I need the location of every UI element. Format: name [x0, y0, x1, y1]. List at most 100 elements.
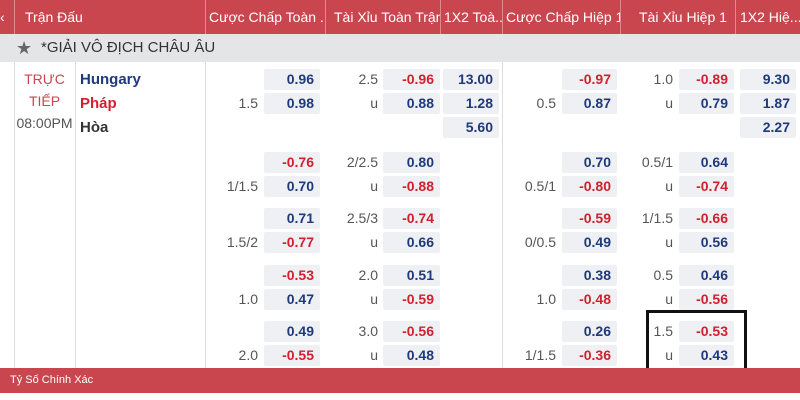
divider — [502, 62, 503, 368]
odds-button[interactable]: -0.88 — [383, 176, 440, 197]
line-label: 2/2.5 — [346, 154, 378, 170]
line-label: 1.5 — [238, 95, 258, 111]
divider — [205, 62, 206, 368]
odds-button[interactable]: -0.77 — [264, 232, 320, 253]
correct-score-title: Tỷ Số Chính Xác — [10, 374, 94, 386]
odds-button[interactable]: 0.49 — [562, 232, 617, 253]
odds-button[interactable]: 5.60 — [443, 117, 499, 138]
collapse-chevron-icon[interactable]: ‹ — [0, 9, 5, 25]
odds-button[interactable]: 0.48 — [383, 345, 440, 366]
odds-button[interactable]: -0.48 — [562, 289, 617, 310]
line-label: 0.5 — [536, 95, 556, 111]
line-label: 2.5/3 — [346, 210, 378, 226]
line-label: 1/1.5 — [641, 210, 673, 226]
line-label: u — [665, 347, 673, 363]
odds-button[interactable]: 0.70 — [264, 176, 320, 197]
odds-button[interactable]: 0.66 — [383, 232, 440, 253]
odds-button[interactable]: 0.70 — [562, 152, 617, 173]
odds-button[interactable]: 0.26 — [562, 321, 617, 342]
line-label: u — [665, 234, 673, 250]
line-label: 1.5 — [653, 323, 673, 339]
line-label: u — [370, 291, 378, 307]
odds-button[interactable]: -0.55 — [264, 345, 320, 366]
odds-button[interactable]: 1.87 — [740, 93, 796, 114]
odds-button[interactable]: 0.80 — [383, 152, 440, 173]
col-fulltime-overunder[interactable]: Tài Xỉu Toàn Trận — [325, 0, 440, 34]
odds-button[interactable]: 0.49 — [264, 321, 320, 342]
odds-button[interactable]: 0.46 — [679, 265, 734, 286]
odds-button[interactable]: 0.51 — [383, 265, 440, 286]
draw-label: Hòa — [80, 119, 109, 136]
line-label: 0.5 — [653, 267, 673, 283]
odds-button[interactable]: -0.36 — [562, 345, 617, 366]
col-h1-overunder[interactable]: Tài Xỉu Hiệp 1 — [620, 0, 735, 34]
line-label: 1/1.5 — [524, 347, 556, 363]
match-status: TRỰC TIẾP 08:00PM — [14, 68, 75, 134]
odds-button[interactable]: 0.87 — [562, 93, 617, 114]
odds-button[interactable]: 0.71 — [264, 208, 320, 229]
line-label: 0.5/1 — [641, 154, 673, 170]
odds-button[interactable]: -0.56 — [679, 289, 734, 310]
line-label: 1.0 — [536, 291, 556, 307]
odds-button[interactable]: -0.74 — [679, 176, 734, 197]
odds-button[interactable]: 0.79 — [679, 93, 734, 114]
col-match[interactable]: Trận Đấu — [14, 0, 205, 34]
match-time: 08:00PM — [16, 115, 73, 131]
odds-button[interactable]: -0.96 — [383, 69, 440, 90]
odds-button[interactable]: -0.76 — [264, 152, 320, 173]
odds-button[interactable]: 0.64 — [679, 152, 734, 173]
line-label: u — [370, 95, 378, 111]
home-team[interactable]: Hungary — [80, 71, 141, 88]
odds-button[interactable]: 2.27 — [740, 117, 796, 138]
odds-button[interactable]: -0.59 — [383, 289, 440, 310]
odds-button[interactable]: -0.66 — [679, 208, 734, 229]
line-label: u — [370, 347, 378, 363]
col-fulltime-1x2[interactable]: 1X2 Toà... — [440, 0, 502, 34]
odds-button[interactable]: -0.59 — [562, 208, 617, 229]
odds-button[interactable]: -0.80 — [562, 176, 617, 197]
line-label: 1.0 — [653, 71, 673, 87]
divider — [14, 62, 15, 368]
odds-button[interactable]: 0.88 — [383, 93, 440, 114]
line-label: 1.5/2 — [226, 234, 258, 250]
line-label: 2.0 — [358, 267, 378, 283]
odds-button[interactable]: 0.56 — [679, 232, 734, 253]
table-header: ‹ Trận Đấu Cược Chấp Toàn ... Tài Xỉu To… — [0, 0, 800, 34]
highlight-box — [646, 310, 747, 376]
odds-button[interactable]: 0.47 — [264, 289, 320, 310]
league-name: *GIẢI VÔ ĐỊCH CHÂU ÂU — [41, 39, 216, 56]
line-label: 0/0.5 — [524, 234, 556, 250]
line-label: u — [665, 291, 673, 307]
odds-button[interactable]: -0.53 — [264, 265, 320, 286]
league-row[interactable]: ★ *GIẢI VÔ ĐỊCH CHÂU ÂU — [0, 34, 800, 62]
line-label: u — [370, 234, 378, 250]
odds-button[interactable]: 13.00 — [443, 69, 499, 90]
col-fulltime-handicap[interactable]: Cược Chấp Toàn ... — [205, 0, 325, 34]
line-label: 1/1.5 — [226, 178, 258, 194]
teams: Hungary Pháp Hòa — [80, 68, 141, 140]
odds-button[interactable]: 1.28 — [443, 93, 499, 114]
star-icon[interactable]: ★ — [16, 38, 33, 58]
away-team[interactable]: Pháp — [80, 95, 117, 112]
odds-button[interactable]: -0.53 — [679, 321, 734, 342]
odds-button[interactable]: -0.89 — [679, 69, 734, 90]
odds-button[interactable]: -0.56 — [383, 321, 440, 342]
line-label: 2.0 — [238, 347, 258, 363]
odds-button[interactable]: -0.97 — [562, 69, 617, 90]
col-h1-1x2[interactable]: 1X2 Hiệ... — [735, 0, 800, 34]
line-label: u — [665, 95, 673, 111]
col-h1-handicap[interactable]: Cược Chấp Hiệp 1 — [502, 0, 620, 34]
line-label: 3.0 — [358, 323, 378, 339]
live-label: TIẾP — [28, 93, 61, 109]
odds-button[interactable]: 0.43 — [679, 345, 734, 366]
line-label: u — [370, 178, 378, 194]
odds-button[interactable]: 0.98 — [264, 93, 320, 114]
line-label: 2.5 — [358, 71, 378, 87]
odds-button[interactable]: -0.74 — [383, 208, 440, 229]
line-label: 0.5/1 — [524, 178, 556, 194]
odds-button[interactable]: 9.30 — [740, 69, 796, 90]
odds-button[interactable]: 0.96 — [264, 69, 320, 90]
line-label: 1.0 — [238, 291, 258, 307]
odds-button[interactable]: 0.38 — [562, 265, 617, 286]
correct-score-bar[interactable]: Tỷ Số Chính Xác — [0, 368, 800, 393]
